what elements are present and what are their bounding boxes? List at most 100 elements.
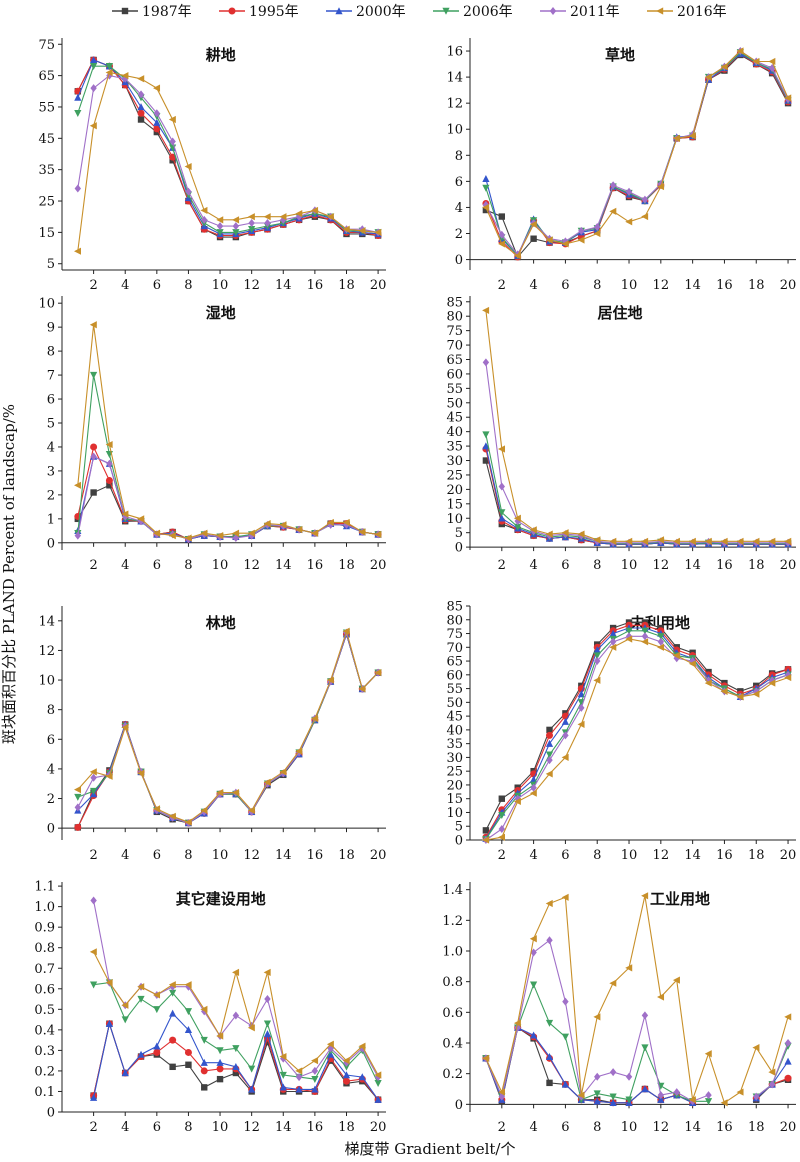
- data-point: [609, 643, 617, 651]
- data-point: [720, 63, 728, 71]
- series-line: [755, 1042, 789, 1098]
- data-point: [641, 1085, 649, 1093]
- data-point: [326, 676, 334, 684]
- y-tick-label: 0.6: [34, 982, 55, 997]
- y-tick-label: 9: [47, 321, 55, 336]
- data-point: [263, 1030, 272, 1038]
- data-point: [342, 627, 350, 635]
- data-point: [720, 537, 728, 545]
- data-point: [185, 982, 192, 991]
- data-point: [657, 536, 665, 544]
- y-tick-label: 80: [446, 613, 463, 628]
- data-point: [513, 797, 521, 806]
- y-tick-label: 0.4: [442, 1037, 463, 1052]
- legend-item: 2000年: [326, 4, 406, 20]
- data-point: [498, 445, 506, 453]
- data-point: [216, 1047, 224, 1055]
- data-point: [593, 646, 601, 654]
- y-tick-label: 1.2: [442, 914, 463, 929]
- data-point: [232, 1069, 240, 1077]
- data-point: [232, 789, 240, 797]
- x-tick-label: 12: [653, 278, 670, 293]
- x-tick-label: 6: [561, 558, 569, 573]
- data-point: [153, 529, 161, 537]
- data-point: [482, 358, 490, 367]
- data-series: [74, 628, 382, 827]
- data-point: [593, 1013, 601, 1021]
- y-tick-label: 50: [446, 396, 463, 411]
- y-tick-label: 4: [455, 201, 463, 216]
- y-tick-label: 25: [446, 468, 463, 483]
- x-tick-label: 12: [653, 558, 670, 573]
- y-tick-label: 55: [38, 100, 55, 115]
- y-tick-label: 1.0: [34, 900, 55, 915]
- data-point: [342, 225, 350, 233]
- data-point: [704, 1098, 713, 1106]
- x-tick-label: 12: [243, 278, 260, 293]
- x-tick-label: 20: [780, 848, 797, 863]
- series-line: [485, 362, 788, 544]
- y-tick-label: 2: [455, 227, 463, 242]
- data-series: [482, 49, 792, 259]
- data-point: [184, 1048, 192, 1056]
- data-point: [168, 115, 176, 124]
- series-line: [93, 1012, 379, 1101]
- x-tick-label: 2: [89, 278, 97, 293]
- data-point: [513, 514, 521, 522]
- x-tick-label: 20: [370, 278, 387, 293]
- x-tick-label: 16: [307, 558, 324, 573]
- data-point: [326, 518, 334, 527]
- data-point: [561, 240, 569, 248]
- data-point: [216, 1058, 224, 1066]
- data-point: [374, 1071, 382, 1079]
- data-point: [200, 1067, 208, 1075]
- data-point: [546, 731, 554, 739]
- data-series: [482, 635, 792, 844]
- x-tick-label: 14: [275, 558, 292, 573]
- data-point: [577, 530, 585, 538]
- y-tick-label: 0: [47, 536, 55, 551]
- data-point: [200, 1058, 208, 1066]
- data-point: [529, 526, 537, 534]
- data-point: [641, 195, 649, 204]
- data-point: [295, 1073, 303, 1082]
- data-point: [169, 1036, 177, 1044]
- series-line: [77, 632, 379, 824]
- panel-title: 工业用地: [650, 890, 710, 908]
- y-tick-label: 10: [38, 674, 55, 689]
- data-point: [562, 731, 569, 740]
- data-point: [641, 1044, 649, 1052]
- data-point: [594, 1072, 601, 1081]
- x-tick-label: 18: [748, 558, 765, 573]
- data-point: [216, 1032, 224, 1040]
- data-point: [232, 216, 240, 224]
- data-point: [216, 1075, 224, 1083]
- data-point: [657, 643, 665, 651]
- data-series: [74, 630, 382, 831]
- data-point: [326, 213, 334, 221]
- data-point: [498, 514, 506, 522]
- data-series: [482, 358, 792, 547]
- y-tick-label: 8: [47, 703, 55, 718]
- data-point: [90, 773, 97, 782]
- y-tick-label: 0: [47, 822, 55, 837]
- data-point: [168, 812, 176, 820]
- x-tick-label: 14: [684, 278, 701, 293]
- data-point: [498, 824, 506, 833]
- legend-marker: [228, 7, 236, 15]
- data-point: [184, 981, 192, 989]
- x-tick-label: 14: [684, 1120, 701, 1135]
- data-point: [625, 627, 633, 635]
- y-tick-label: 0: [455, 541, 463, 556]
- data-point: [593, 536, 601, 544]
- x-tick-label: 6: [561, 1120, 569, 1135]
- data-point: [374, 1080, 382, 1088]
- y-tick-label: 85: [446, 295, 463, 310]
- data-point: [216, 216, 224, 224]
- data-point: [625, 187, 633, 196]
- data-point: [513, 1019, 521, 1027]
- data-point: [530, 1031, 538, 1039]
- data-point: [498, 240, 506, 248]
- series-line: [485, 445, 788, 545]
- legend-label: 2000年: [356, 4, 406, 20]
